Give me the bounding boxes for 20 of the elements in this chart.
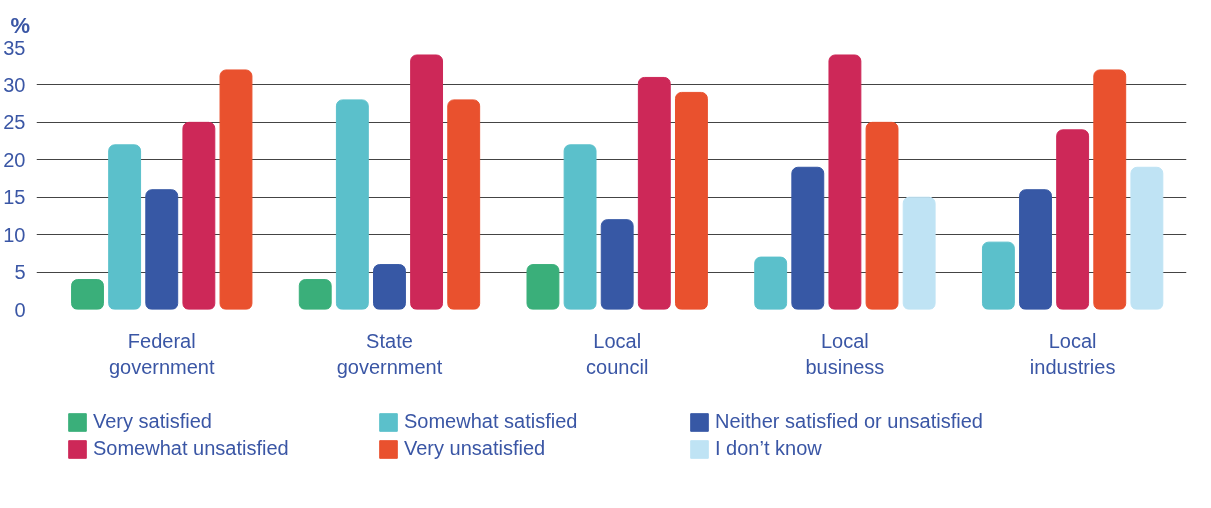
x-tick-label: Local council (586, 329, 649, 378)
y-tick-label: 35 (3, 36, 26, 59)
y-tick-label: 30 (3, 73, 26, 96)
legend-label: Neither satisfied or unsatisfied (715, 410, 984, 433)
y-tick-label: 0 (14, 298, 26, 321)
y-axis-title: % (10, 12, 31, 38)
legend-label: Somewhat unsatisfied (93, 437, 290, 460)
y-tick-label: 25 (3, 111, 26, 134)
x-tick-label: Local business (805, 329, 885, 378)
x-tick-label: State government (336, 329, 443, 378)
y-tick-label: 20 (3, 148, 26, 171)
legend-label: Very satisfied (93, 410, 213, 433)
y-tick-label: 5 (14, 261, 26, 284)
legend-label: Very unsatisfied (404, 437, 547, 460)
x-tick-label: Local industries (1029, 329, 1116, 378)
x-tick-label: Federal government (108, 329, 215, 378)
legend-label: I don’t know (715, 437, 823, 460)
legend-label: Somewhat satisfied (404, 410, 579, 433)
y-tick-label: 15 (3, 186, 26, 209)
y-tick-label: 10 (3, 223, 26, 246)
